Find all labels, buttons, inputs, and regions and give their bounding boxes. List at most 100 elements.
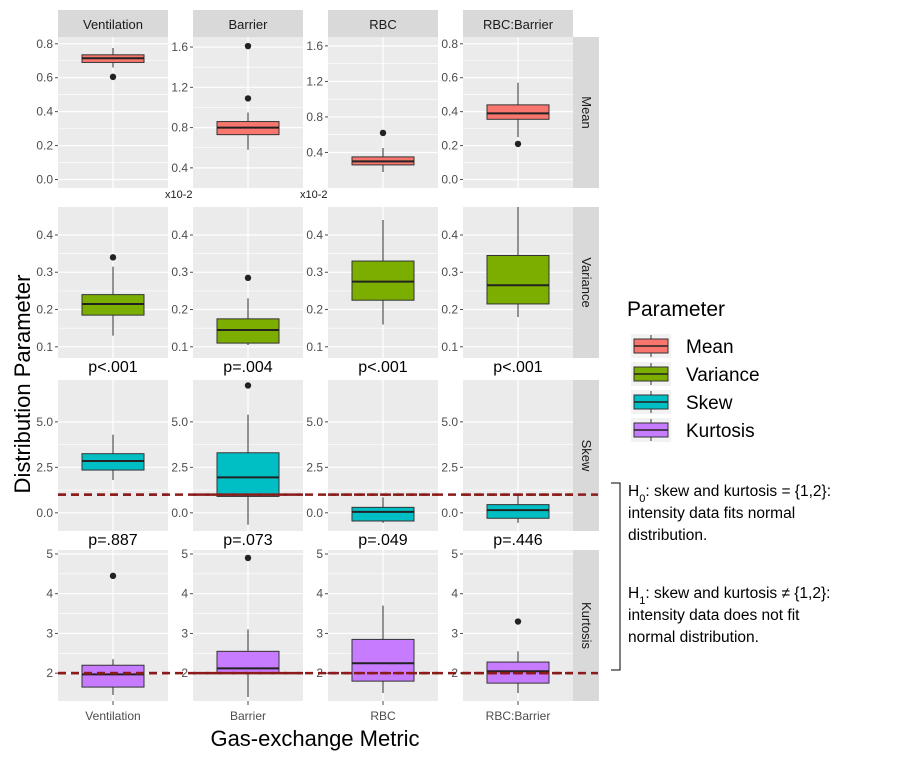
y-tick-label: 1.6 <box>306 39 323 53</box>
p-value-skew-ventilation: p=.887 <box>88 532 137 549</box>
y-tick-label: 5 <box>181 547 188 561</box>
y-tick-label: 0.8 <box>171 121 188 135</box>
y-tick-label: 0.6 <box>441 71 458 85</box>
outlier-point-variance-ventilation <box>109 254 117 261</box>
y-tick-label: 0.3 <box>441 265 458 279</box>
y-tick-label: 0.4 <box>441 105 458 119</box>
y-tick-label: 0.8 <box>306 110 323 124</box>
outlier-point-skew-barrier <box>244 382 252 389</box>
y-tick-label: 0.8 <box>36 37 53 51</box>
outlier-point-kurtosis-barrier <box>244 554 252 562</box>
h0-text-line-1: H0: skew and kurtosis = {1,2}: <box>628 483 831 505</box>
y-tick-label: 0.6 <box>36 71 53 85</box>
p-value-skew-rbc-barrier: p=.446 <box>493 532 542 549</box>
y-tick-label: 0.2 <box>36 139 53 153</box>
strip-label-rbc-barrier: RBC:Barrier <box>483 17 554 32</box>
legend-label-variance: Variance <box>686 365 760 386</box>
legend: Parameter Mean Variance Skew Kurtosis <box>627 298 760 442</box>
y-tick-label: 0.2 <box>441 139 458 153</box>
y-tick-label: 2.5 <box>441 460 458 474</box>
y-tick-label: 1.2 <box>171 80 188 94</box>
y-tick-label: 0.2 <box>36 303 53 317</box>
p-value-variance-rbc: p<.001 <box>358 359 407 376</box>
p-value-variance-barrier: p=.004 <box>223 359 272 376</box>
y-tick-label: 5 <box>451 547 458 561</box>
y-tick-label: 4 <box>181 587 188 601</box>
y-tick-label: 3 <box>316 626 323 640</box>
box-kurtosis-barrier <box>216 650 280 674</box>
y-tick-label: 0.4 <box>306 228 323 242</box>
strip-rbc <box>328 10 438 37</box>
y-tick-label: 5 <box>46 547 53 561</box>
outlier-point-mean-ventilation <box>109 73 117 81</box>
strip-label-rbc: RBC <box>369 17 396 32</box>
y-tick-label: 0.1 <box>441 340 458 354</box>
legend-title: Parameter <box>627 298 725 321</box>
multiplier-label-rbc: x10-2 <box>300 189 328 201</box>
strip-label-ventilation: Ventilation <box>83 17 143 32</box>
legend-label-skew: Skew <box>686 393 733 414</box>
h0-text-line-2: intensity data fits normal <box>628 505 795 522</box>
p-values-layer: p<.001 p=.004 p<.001 p<.001 p=.887 p=.073 p=.0… <box>88 359 542 549</box>
y-tick-label: 0.1 <box>36 340 53 354</box>
outlier-point-mean-barrier <box>244 42 252 50</box>
h1-text-line-3: normal distribution. <box>628 629 759 646</box>
bracket <box>611 482 621 671</box>
box-kurtosis-ventilation <box>81 664 145 688</box>
y-tick-label: 0.2 <box>441 303 458 317</box>
y-tick-label: 2 <box>46 666 53 680</box>
y-tick-label: 0.2 <box>171 303 188 317</box>
strip-label-variance: Variance <box>579 257 594 307</box>
h0-text-line-3: distribution. <box>628 527 707 544</box>
y-tick-label: 4 <box>46 587 53 601</box>
y-tick-label: 2.5 <box>36 460 53 474</box>
y-tick-label: 5.0 <box>36 415 53 429</box>
y-tick-label: 0.3 <box>36 265 53 279</box>
y-tick-label: 0.4 <box>36 105 53 119</box>
panels-layer: Ventilation Barrier RBC RBC:Barrier Mean 0.0 0… <box>36 10 599 701</box>
y-tick-label: 0.0 <box>36 506 53 520</box>
y-tick-label: 4 <box>316 587 323 601</box>
multiplier-label-barrier: x10-2 <box>165 189 193 201</box>
x-axis-title: Gas-exchange Metric <box>210 726 419 751</box>
outlier-point-variance-barrier <box>244 274 252 282</box>
p-value-variance-rbc-barrier: p<.001 <box>493 359 542 376</box>
strip-kurtosis <box>573 550 599 701</box>
x-tick-label-rbc: RBC <box>370 709 396 723</box>
x-tick-label-barrier: Barrier <box>230 709 266 723</box>
y-tick-label: 3 <box>181 626 188 640</box>
y-tick-label: 0.4 <box>171 228 188 242</box>
y-tick-label: 0.4 <box>171 161 188 175</box>
strip-barrier <box>193 10 303 37</box>
y-tick-label: 3 <box>451 626 458 640</box>
y-tick-label: 0.0 <box>306 506 323 520</box>
x-tick-label-ventilation: Ventilation <box>85 709 140 723</box>
y-tick-label: 0.0 <box>441 506 458 520</box>
outlier-point-mean-rbc <box>379 129 387 137</box>
y-axis-title: Distribution Parameter <box>10 275 35 494</box>
y-tick-label: 5 <box>316 547 323 561</box>
y-tick-label: 5.0 <box>171 415 188 429</box>
y-tick-label: 1.2 <box>306 74 323 88</box>
y-tick-label: 5.0 <box>306 415 323 429</box>
y-tick-label: 5.0 <box>441 415 458 429</box>
y-tick-label: 0.1 <box>306 340 323 354</box>
y-tick-label: 2.5 <box>306 460 323 474</box>
y-tick-label: 0.3 <box>306 265 323 279</box>
box-skew-rbc <box>351 506 415 522</box>
box-variance-rbc-barrier <box>486 254 550 305</box>
outlier-point-kurtosis-rbc-barrier <box>514 618 522 625</box>
strip-ventilation <box>58 10 168 37</box>
outlier-point-kurtosis-ventilation <box>109 572 117 580</box>
strip-skew <box>573 380 599 531</box>
y-tick-label: 0.0 <box>441 173 458 187</box>
legend-label-mean: Mean <box>686 337 734 358</box>
box-skew-rbc-barrier <box>486 504 550 519</box>
p-value-variance-ventilation: p<.001 <box>88 359 137 376</box>
y-tick-label: 0.0 <box>171 506 188 520</box>
p-value-skew-barrier: p=.073 <box>223 532 272 549</box>
y-tick-label: 0.3 <box>171 265 188 279</box>
hypothesis-annotation: H0: skew and kurtosis = {1,2}:intensity … <box>611 482 831 671</box>
y-tick-label: 3 <box>46 626 53 640</box>
